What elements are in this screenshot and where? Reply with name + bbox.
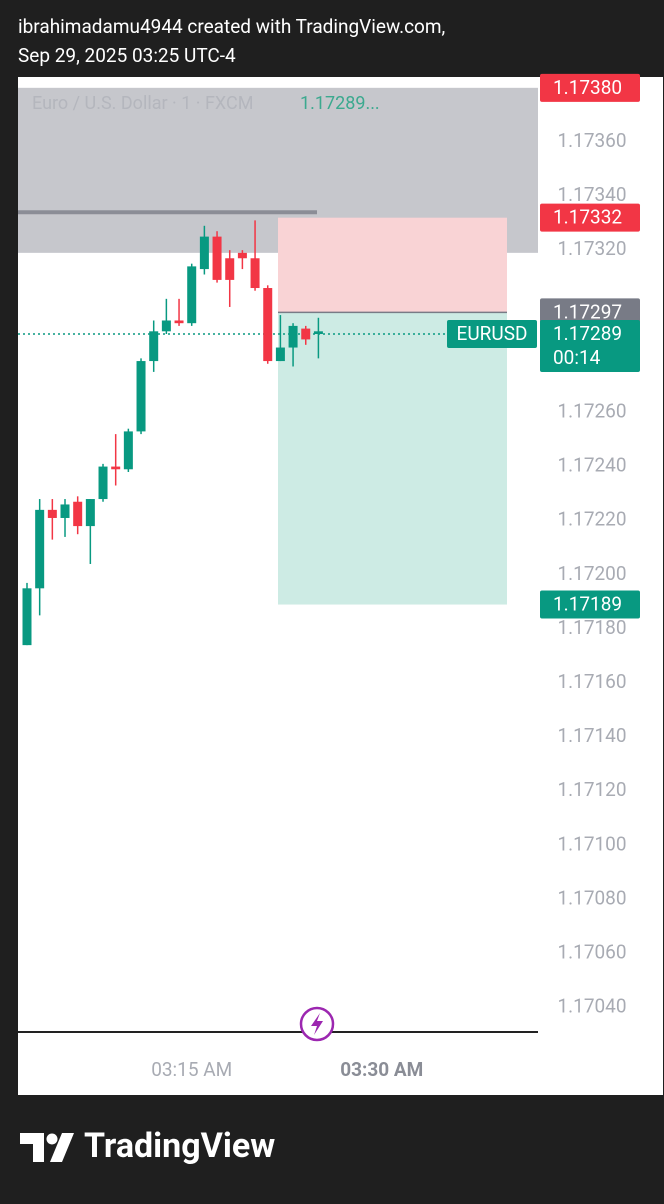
price-tag-label: 1.17380: [553, 76, 622, 99]
lightning: [311, 1013, 323, 1035]
target-zone: [278, 312, 507, 605]
candle-body: [161, 320, 171, 332]
logo-part: [20, 1133, 44, 1162]
price-tag: [540, 203, 640, 232]
price-tag-label: 1.17332: [553, 206, 622, 229]
chart-layer: 1.17040 1.17060 1.17080 1.17100 1.17120 1.171…: [18, 73, 640, 1081]
price-tag: [540, 73, 640, 102]
candle-body: [199, 236, 209, 270]
y-tick-label: 1.17140: [557, 724, 626, 747]
y-tick-label: 1.17240: [557, 454, 626, 477]
current-price-tag: [540, 320, 640, 373]
candle-body: [212, 236, 222, 280]
y-tick-label: 1.17120: [557, 778, 626, 801]
candle-body: [313, 331, 323, 335]
candle-body: [35, 509, 45, 589]
price-tag: [540, 590, 640, 619]
candle-body: [22, 588, 32, 646]
x-tick-label: 03:15 AM: [151, 1058, 232, 1081]
price-tag-label: 1.17189: [553, 593, 622, 616]
countdown: 00:14: [553, 346, 601, 369]
brand: TradingView: [84, 1126, 275, 1166]
logo-part: [50, 1133, 74, 1162]
candle-body: [149, 331, 159, 362]
price-tag: [540, 298, 640, 327]
candle-body: [123, 431, 133, 470]
y-tick-label: 1.17360: [557, 129, 626, 152]
x-tick-label: 03:30 AM: [340, 1058, 423, 1081]
legend-price: 1.17289...: [300, 93, 380, 114]
y-tick-label: 1.17040: [557, 995, 626, 1018]
candle-body: [111, 466, 121, 470]
candle-body: [225, 258, 235, 280]
y-tick-label: 1.17080: [557, 886, 626, 909]
stop-zone: [278, 217, 507, 313]
y-tick-label: 1.17340: [557, 183, 626, 206]
y-tick-label: 1.17320: [557, 237, 626, 260]
y-tick-label: 1.17060: [557, 941, 626, 964]
candle-body: [60, 504, 70, 518]
header-text: ibrahimadamu4944 created with TradingVie…: [18, 15, 445, 38]
candle-body: [237, 252, 247, 259]
symbol-label: EURUSD: [457, 322, 528, 345]
y-tick-label: 1.17160: [557, 670, 626, 693]
y-tick-label: 1.17180: [557, 616, 626, 639]
y-tick-label: 1.17100: [557, 832, 626, 855]
candle-body: [288, 325, 298, 348]
candle-body: [73, 501, 83, 527]
y-tick-label: 1.17260: [557, 399, 626, 422]
candle-body: [187, 266, 197, 324]
logo-part: [46, 1133, 58, 1145]
current-price-label: 1.17289: [553, 322, 622, 345]
candle-body: [136, 361, 146, 432]
y-tick-label: 1.17220: [557, 508, 626, 531]
candle-body: [98, 466, 108, 500]
legend-name: Euro / U.S. Dollar · 1 · FXCM: [32, 93, 253, 114]
candle-body: [250, 258, 260, 289]
candle-body: [174, 320, 184, 324]
candle-body: [301, 328, 311, 340]
candle-body: [263, 288, 273, 362]
candle-body: [275, 347, 285, 362]
candle-body: [47, 509, 57, 518]
price-tag-label: 1.17297: [553, 300, 622, 323]
logo: TradingView: [20, 1126, 275, 1166]
candle-body: [85, 499, 95, 527]
y-tick-label: 1.17200: [557, 562, 626, 585]
symbol-tag: [447, 320, 537, 349]
header-date: Sep 29, 2025 03:25 UTC-4: [18, 44, 236, 67]
